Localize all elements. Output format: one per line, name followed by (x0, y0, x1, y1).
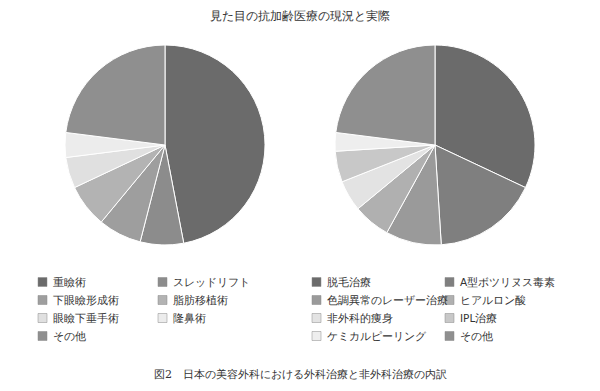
svg-text:IPL治療: IPL治療 (460, 312, 497, 324)
svg-text:見た目の抗加齢医療の現況と実際: 見た目の抗加齢医療の現況と実際 (210, 9, 390, 23)
svg-text:非外科的痩身: 非外科的痩身 (327, 312, 393, 324)
svg-text:その他: その他 (53, 330, 86, 342)
svg-text:ヒアルロン酸: ヒアルロン酸 (460, 294, 526, 306)
svg-text:A型ボツリヌス毒素: A型ボツリヌス毒素 (460, 276, 555, 288)
svg-text:ケミカルピーリング: ケミカルピーリング (327, 330, 427, 342)
svg-text:図2 日本の美容外科における外科治療と非外科治療の内訳: 図2 日本の美容外科における外科治療と非外科治療の内訳 (154, 368, 447, 381)
svg-text:眼瞼下垂手術: 眼瞼下垂手術 (53, 312, 119, 324)
svg-text:脱毛治療: 脱毛治療 (327, 276, 371, 288)
svg-text:下眼瞼形成術: 下眼瞼形成術 (53, 294, 119, 306)
svg-text:色調異常のレーザー治療: 色調異常のレーザー治療 (327, 294, 448, 306)
svg-text:重瞼術: 重瞼術 (53, 276, 86, 288)
svg-text:脂肪移植術: 脂肪移植術 (173, 294, 228, 306)
svg-text:その他: その他 (460, 330, 493, 342)
svg-text:スレッドリフト: スレッドリフト (173, 276, 250, 288)
svg-text:隆鼻術: 隆鼻術 (173, 312, 206, 324)
